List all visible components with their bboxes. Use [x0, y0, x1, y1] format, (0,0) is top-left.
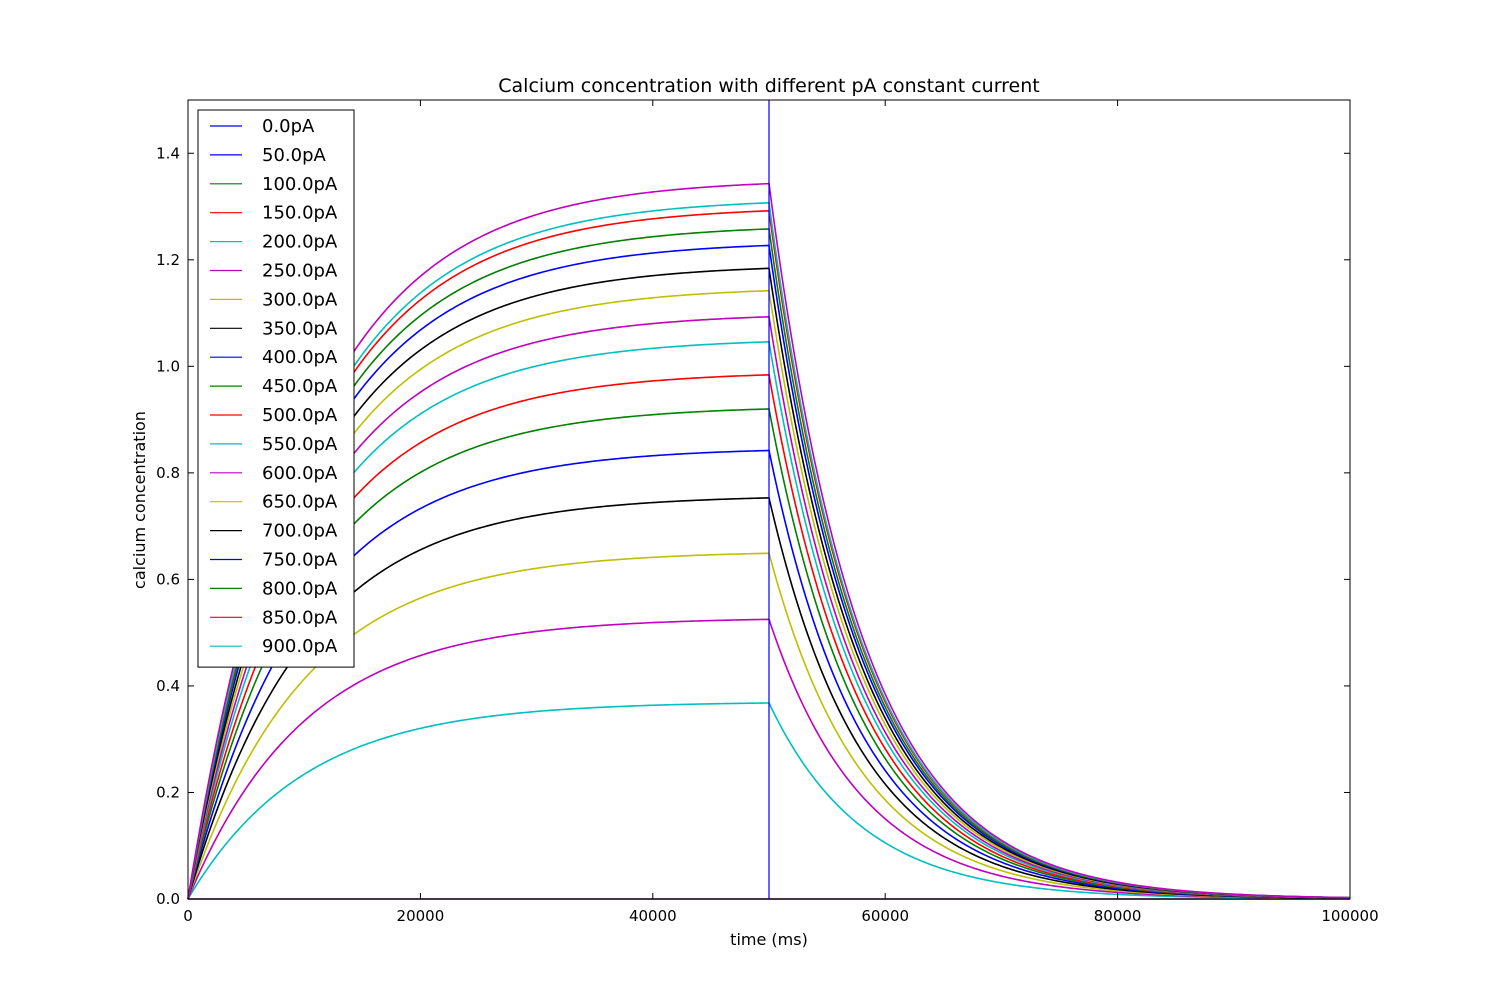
- y-axis: 0.0 0.2 0.4 0.6 0.8 1.0 1.2 1.4: [156, 144, 1350, 908]
- y-tick-label: 0.0: [156, 890, 180, 908]
- x-tick-label: 100000: [1321, 907, 1378, 925]
- y-tick-label: 0.6: [156, 570, 180, 588]
- legend-label: 650.0pA: [262, 492, 338, 513]
- legend-label: 250.0pA: [262, 261, 338, 282]
- legend-label: 300.0pA: [262, 289, 338, 310]
- chart-title: Calcium concentration with different pA …: [498, 75, 1040, 97]
- y-tick-label: 0.8: [156, 464, 180, 482]
- legend-label: 150.0pA: [262, 203, 338, 224]
- legend: 0.0pA 50.0pA 100.0pA 150.0pA 200.0pA 250.0pA 3…: [197, 109, 355, 668]
- legend-label: 0.0pA: [262, 116, 315, 137]
- legend-label: 750.0pA: [262, 550, 338, 571]
- x-axis: 0 20000 40000 60000 80000 100000: [183, 100, 1379, 925]
- legend-label: 350.0pA: [262, 318, 338, 339]
- legend-label: 850.0pA: [262, 607, 338, 628]
- legend-label: 700.0pA: [262, 521, 338, 542]
- y-tick-label: 1.2: [156, 251, 180, 269]
- x-axis-label: time (ms): [730, 930, 808, 949]
- y-tick-label: 0.4: [156, 677, 180, 695]
- legend-label: 600.0pA: [262, 463, 338, 484]
- legend-label: 500.0pA: [262, 405, 338, 426]
- legend-label: 400.0pA: [262, 347, 338, 368]
- x-tick-label: 60000: [861, 907, 909, 925]
- y-tick-label: 1.0: [156, 357, 180, 375]
- x-tick-label: 0: [183, 907, 193, 925]
- legend-label: 450.0pA: [262, 376, 338, 397]
- legend-label: 200.0pA: [262, 232, 338, 253]
- legend-label: 550.0pA: [262, 434, 338, 455]
- legend-box: [197, 109, 355, 668]
- y-axis-label: calcium concentration: [130, 411, 149, 589]
- legend-label: 900.0pA: [262, 636, 338, 657]
- legend-label: 100.0pA: [262, 174, 338, 195]
- x-tick-label: 20000: [397, 907, 445, 925]
- x-tick-label: 40000: [629, 907, 677, 925]
- legend-label: 50.0pA: [262, 145, 327, 166]
- plot-frame: [187, 99, 1351, 900]
- x-tick-label: 80000: [1094, 907, 1142, 925]
- legend-label: 800.0pA: [262, 578, 338, 599]
- y-tick-label: 0.2: [156, 783, 180, 801]
- y-tick-label: 1.4: [156, 144, 180, 162]
